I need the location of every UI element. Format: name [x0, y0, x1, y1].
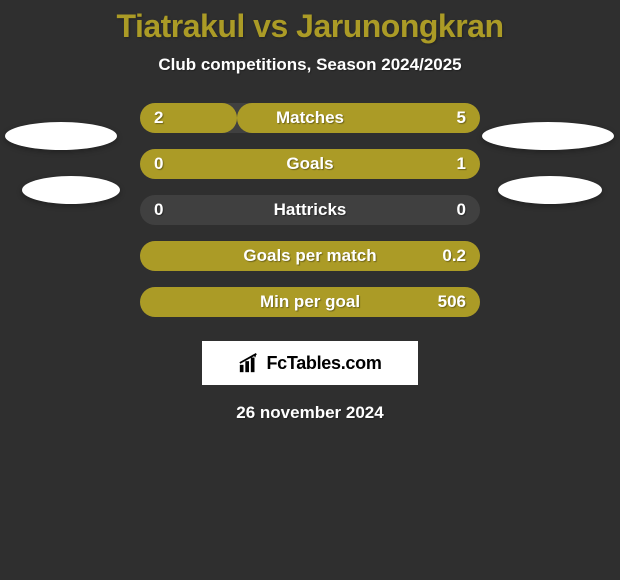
- stat-rows: 2 5 Matches 0 1 Goals 0 0 Hattricks 0.2 Goals per …: [0, 103, 620, 317]
- stat-value-right: 1: [457, 154, 466, 174]
- stat-value-right: 506: [438, 292, 466, 312]
- page-title: Tiatrakul vs Jarunongkran: [0, 0, 620, 45]
- stat-row: 0 0 Hattricks: [140, 195, 480, 225]
- stat-value-right: 5: [457, 108, 466, 128]
- stat-value-left: 0: [154, 200, 163, 220]
- stat-label: Min per goal: [260, 292, 360, 312]
- stat-row: 506 Min per goal: [140, 287, 480, 317]
- stat-fill-right: [237, 103, 480, 133]
- stat-label: Goals per match: [243, 246, 376, 266]
- subtitle: Club competitions, Season 2024/2025: [0, 55, 620, 75]
- stat-label: Hattricks: [274, 200, 347, 220]
- branding-text: FcTables.com: [266, 353, 381, 374]
- stat-value-right: 0.2: [442, 246, 466, 266]
- date-label: 26 november 2024: [0, 403, 620, 423]
- bar-chart-icon: [238, 352, 260, 374]
- stat-value-left: 0: [154, 154, 163, 174]
- stat-label: Goals: [286, 154, 333, 174]
- stat-row: 0 1 Goals: [140, 149, 480, 179]
- branding-badge: FcTables.com: [202, 341, 418, 385]
- stat-row: 0.2 Goals per match: [140, 241, 480, 271]
- stat-value-right: 0: [457, 200, 466, 220]
- chart-container: Tiatrakul vs Jarunongkran Club competiti…: [0, 0, 620, 580]
- stat-label: Matches: [276, 108, 344, 128]
- stat-row: 2 5 Matches: [140, 103, 480, 133]
- stat-value-left: 2: [154, 108, 163, 128]
